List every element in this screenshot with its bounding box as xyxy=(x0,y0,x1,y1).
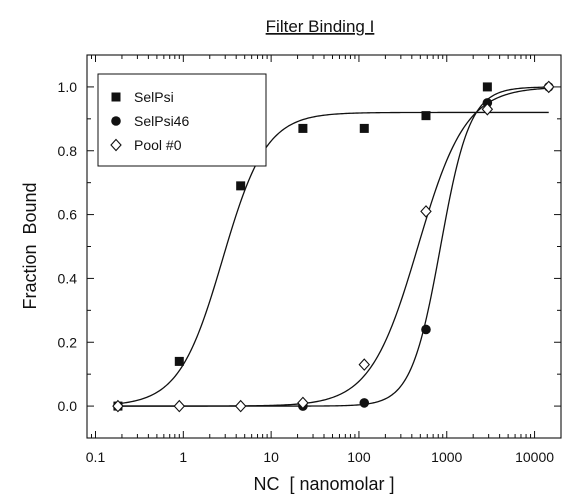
x-tick-label: 100 xyxy=(347,449,371,465)
point-selpsi46 xyxy=(421,324,431,335)
y-tick-label: 1.0 xyxy=(58,79,78,95)
point-selpsi xyxy=(174,356,184,366)
y-axis-label: Fraction Bound xyxy=(20,182,40,309)
x-tick-label: 1 xyxy=(179,449,187,465)
fit-curves xyxy=(117,86,549,407)
y-axis-tick-labels: 0.0 0.2 0.4 0.6 0.8 1.0 xyxy=(58,79,78,414)
point-pool-0 xyxy=(297,396,309,410)
x-tick-label: 0.1 xyxy=(86,449,106,465)
legend-label-selpsi: SelPsi xyxy=(134,89,174,105)
point-pool-0 xyxy=(542,80,555,94)
legend-label-pool-0: Pool #0 xyxy=(134,137,182,153)
point-pool-0 xyxy=(420,205,432,218)
point-pool-0 xyxy=(358,358,371,371)
point-pool-0 xyxy=(234,399,247,413)
y-tick-label: 0.6 xyxy=(58,207,78,223)
legend-label-selpsi46: SelPsi46 xyxy=(134,113,189,129)
fit-curve-pool-0 xyxy=(117,87,549,407)
point-selpsi xyxy=(421,111,431,121)
point-selpsi46 xyxy=(359,398,370,408)
point-selpsi xyxy=(236,181,246,191)
y-tick-label: 0.0 xyxy=(58,398,78,414)
legend: SelPsi SelPsi46 Pool #0 xyxy=(97,73,267,167)
y-tick-label: 0.2 xyxy=(58,334,78,350)
y-tick-label: 0.4 xyxy=(58,270,78,286)
point-pool-0 xyxy=(173,399,186,413)
legend-box xyxy=(97,73,267,167)
legend-marker-pool-0 xyxy=(110,138,122,152)
point-pool-0 xyxy=(112,399,124,413)
y-axis-ticks xyxy=(87,54,561,439)
data-points xyxy=(112,80,555,413)
point-selpsi46 xyxy=(482,98,493,108)
x-tick-label: 10 xyxy=(263,449,279,465)
point-selpsi xyxy=(482,82,492,92)
x-axis-tick-labels: 0.1 1 10 100 1000 10000 xyxy=(86,449,554,465)
point-pool-0 xyxy=(481,102,494,116)
x-axis-ticks xyxy=(86,55,562,438)
chart-title: Filter Binding I xyxy=(266,17,375,36)
point-selpsi xyxy=(298,123,308,133)
x-tick-label: 1000 xyxy=(431,449,462,465)
legend-marker-selpsi46 xyxy=(111,116,121,126)
x-axis-label: NC [ nanomolar ] xyxy=(253,474,394,494)
point-selpsi xyxy=(359,123,369,133)
legend-marker-selpsi xyxy=(111,92,121,102)
y-tick-label: 0.8 xyxy=(58,143,78,159)
x-tick-label: 10000 xyxy=(515,449,554,465)
